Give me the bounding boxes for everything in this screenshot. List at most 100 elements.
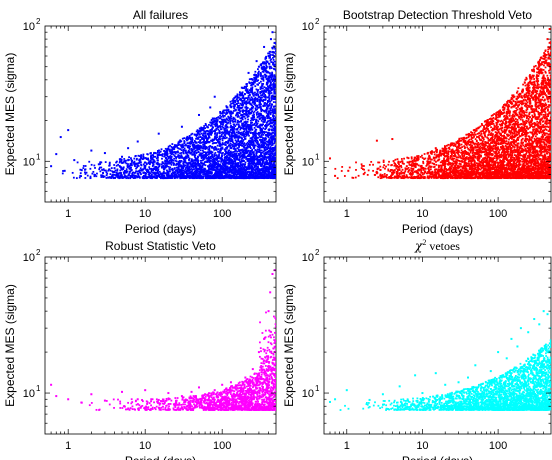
data-point	[133, 164, 136, 167]
data-point	[233, 124, 235, 126]
data-point	[270, 144, 273, 147]
data-point	[173, 157, 176, 160]
data-point	[227, 131, 230, 133]
data-point	[189, 145, 191, 148]
data-point	[190, 158, 193, 161]
data-point	[257, 93, 259, 96]
data-point	[180, 167, 183, 169]
data-point	[192, 141, 195, 144]
data-point	[214, 130, 216, 133]
data-point	[122, 161, 124, 164]
data-point	[224, 148, 227, 151]
data-point	[229, 167, 231, 169]
data-point	[210, 131, 213, 133]
data-point	[228, 160, 231, 163]
data-point	[225, 141, 228, 143]
data-point	[187, 162, 190, 165]
data-point	[273, 41, 276, 44]
data-point	[153, 151, 156, 154]
data-point	[105, 174, 108, 177]
data-point	[214, 169, 217, 172]
data-point	[271, 157, 274, 160]
data-point	[99, 161, 101, 164]
data-point	[169, 176, 172, 179]
data-point	[268, 65, 271, 68]
data-point	[257, 169, 260, 172]
data-point	[255, 94, 258, 96]
data-point	[205, 124, 207, 127]
data-point	[268, 123, 270, 126]
data-point	[256, 168, 259, 171]
data-point	[189, 137, 191, 140]
data-point	[164, 164, 167, 167]
data-point	[181, 146, 183, 149]
data-point	[269, 140, 272, 143]
data-point	[258, 148, 261, 151]
data-point	[265, 143, 268, 146]
data-point	[198, 145, 200, 148]
data-point	[260, 145, 263, 147]
data-point	[150, 156, 152, 159]
data-point	[271, 88, 274, 91]
data-point	[224, 143, 227, 146]
data-point	[211, 164, 214, 167]
data-point	[152, 154, 155, 157]
data-point	[203, 142, 206, 145]
data-point	[237, 152, 240, 155]
data-point	[237, 132, 240, 135]
data-point	[259, 126, 262, 129]
data-point	[199, 129, 202, 132]
data-point	[243, 156, 246, 158]
data-point	[212, 139, 215, 142]
data-point	[229, 135, 231, 138]
data-point	[255, 88, 258, 91]
data-point	[222, 123, 224, 126]
data-point	[271, 74, 274, 77]
data-point	[204, 146, 207, 149]
data-point	[222, 114, 224, 117]
data-point	[200, 141, 203, 144]
data-point	[224, 150, 227, 152]
data-point	[204, 161, 207, 163]
data-point	[122, 167, 124, 170]
data-point	[202, 154, 205, 157]
data-point	[243, 176, 246, 178]
data-point	[165, 174, 168, 176]
data-point	[246, 176, 248, 178]
data-point	[262, 66, 265, 69]
data-point	[266, 176, 269, 179]
data-point	[185, 157, 188, 159]
data-point	[271, 159, 273, 161]
data-point	[273, 129, 276, 131]
data-point	[161, 155, 164, 157]
data-point	[200, 159, 203, 162]
data-point	[228, 138, 231, 141]
data-point	[216, 176, 219, 179]
data-point	[129, 163, 132, 166]
data-point	[268, 94, 271, 97]
data-point	[193, 144, 196, 146]
data-point	[240, 98, 243, 101]
data-point	[188, 157, 191, 160]
data-point	[273, 115, 275, 117]
data-point	[251, 86, 254, 89]
data-point	[232, 116, 235, 119]
data-point	[251, 118, 253, 121]
data-point	[257, 83, 259, 86]
data-point	[202, 170, 205, 173]
data-point	[262, 68, 264, 71]
data-point	[264, 175, 267, 177]
data-point	[254, 100, 256, 102]
data-point	[215, 129, 217, 131]
data-point	[166, 171, 169, 174]
data-point	[228, 118, 231, 121]
axes-frame	[44, 25, 277, 203]
data-point	[221, 131, 224, 134]
data-point	[241, 117, 243, 119]
data-point	[273, 51, 275, 54]
data-point	[211, 151, 214, 154]
data-point	[180, 145, 183, 148]
data-point	[265, 89, 268, 92]
data-point	[257, 160, 260, 162]
data-point	[195, 151, 198, 154]
